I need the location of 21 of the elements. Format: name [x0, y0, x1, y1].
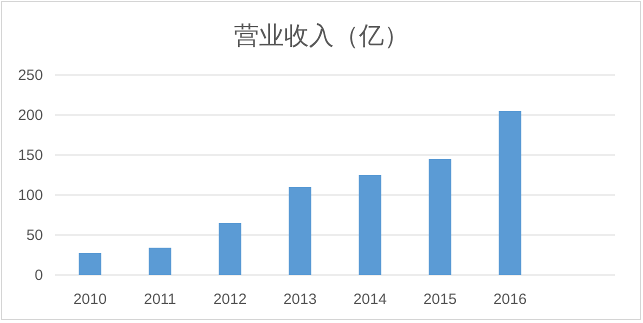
x-tick-label: 2010 — [73, 291, 107, 308]
y-tick-label: 200 — [18, 107, 43, 124]
x-tick-label: 2015 — [423, 291, 457, 308]
x-tick-label: 2011 — [144, 291, 176, 308]
x-tick-label: 2012 — [213, 291, 247, 308]
bar — [358, 175, 382, 275]
x-tick-label: 2016 — [493, 291, 527, 308]
bar — [498, 111, 522, 275]
x-tick-label: 2013 — [283, 291, 317, 308]
x-tick-label: 2014 — [353, 291, 387, 308]
bar — [428, 159, 452, 275]
chart-title: 营业收入（亿） — [234, 22, 409, 50]
bar — [218, 223, 242, 275]
y-tick-label: 150 — [18, 147, 43, 164]
bar — [78, 253, 102, 275]
y-tick-label: 100 — [18, 187, 43, 204]
y-tick-label: 50 — [26, 227, 43, 244]
y-tick-label: 0 — [34, 267, 43, 284]
y-tick-label: 250 — [18, 67, 43, 84]
bar — [288, 187, 312, 275]
bar — [148, 248, 172, 275]
